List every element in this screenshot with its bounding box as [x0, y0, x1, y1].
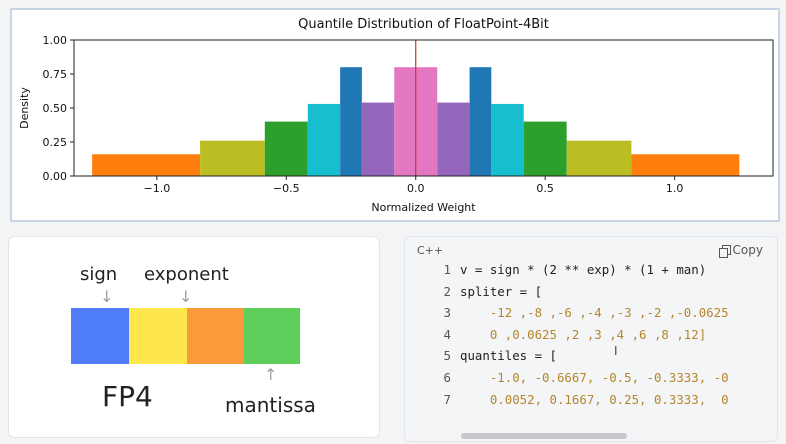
bar [307, 103, 341, 176]
bar [92, 154, 201, 176]
y-tick-label: 0.00 [43, 170, 68, 183]
line-number: 5 [443, 348, 451, 364]
code-line: 2 spliter = [ [405, 281, 777, 303]
code-line: 4 0 ,0.0625 ,2 ,3 ,4 ,6 ,8 ,12] [405, 324, 777, 346]
bar [469, 67, 492, 176]
copy-button[interactable]: Copy [718, 243, 763, 258]
chart-panel: Quantile Distribution of FloatPoint-4Bit… [10, 8, 780, 222]
sign-segment [71, 308, 129, 364]
line-number: 6 [443, 369, 451, 385]
y-tick-label: 0.50 [43, 102, 68, 115]
x-tick-label: −0.5 [273, 182, 300, 195]
code-lines: 1 v = sign * (2 ** exp) * (1 + man) 2 split… [405, 259, 777, 410]
copy-icon [718, 244, 731, 258]
x-tick-label: −1.0 [143, 182, 170, 195]
code-text: -12 ,-8 ,-6 ,-4 ,-3 ,-2 ,-0.0625 [460, 305, 729, 321]
code-text: 0.0052, 0.1667, 0.25, 0.3333, 0 [460, 391, 729, 407]
bar [437, 102, 470, 176]
code-text: 0 ,0.0625 ,2 ,3 ,4 ,6 ,8 ,12] [460, 326, 707, 342]
line-number: 7 [443, 391, 451, 407]
exponent-segment-2 [187, 308, 244, 364]
bar [340, 67, 362, 176]
x-tick-label: 1.0 [666, 182, 684, 195]
code-block: C++ Copy 1 v = sign * (2 ** exp) * (1 + m… [404, 236, 778, 442]
code-text: -1.0, -0.6667, -0.5, -0.3333, -0 [460, 369, 729, 385]
sign-label: sign [80, 264, 118, 285]
text-cursor-icon: I [614, 344, 618, 358]
y-axis-label: Density [18, 87, 31, 129]
code-language-label: C++ [417, 244, 444, 257]
mantissa-label: mantissa [225, 393, 316, 417]
x-axis-label: Normalized Weight [371, 201, 476, 214]
code-line: 3 -12 ,-8 ,-6 ,-4 ,-3 ,-2 ,-0.0625 [405, 302, 777, 324]
bar [631, 154, 740, 176]
code-line: 1 v = sign * (2 ** exp) * (1 + man) [405, 259, 777, 281]
bar [264, 121, 308, 176]
y-tick-label: 1.00 [43, 34, 68, 47]
quantile-chart: Quantile Distribution of FloatPoint-4Bit… [18, 17, 774, 214]
horizontal-scrollbar[interactable] [461, 433, 627, 439]
code-text: quantiles = [ [460, 348, 557, 364]
bar [361, 102, 395, 176]
fp4-title: FP4 [102, 380, 153, 413]
bar [491, 103, 524, 176]
line-number: 2 [443, 283, 451, 299]
sign-arrow-icon: ↓ [100, 287, 114, 306]
code-line: 6 -1.0, -0.6667, -0.5, -0.3333, -0 [405, 367, 777, 389]
line-number: 4 [443, 326, 451, 342]
code-text: v = sign * (2 ** exp) * (1 + man) [460, 262, 707, 277]
bar [200, 140, 265, 176]
exponent-segment-1 [129, 308, 187, 364]
exponent-arrow-icon: ↓ [179, 287, 193, 306]
mantissa-arrow-icon: ↑ [264, 365, 278, 384]
code-line: 7 0.0052, 0.1667, 0.25, 0.3333, 0 [405, 389, 777, 411]
code-text: spliter = [ [460, 283, 543, 299]
fp4-diagram-card: sign ↓ exponent ↓ ↑ FP4 mantissa [8, 236, 380, 438]
x-tick-label: 0.5 [536, 182, 554, 195]
x-tick-label: 0.0 [407, 182, 425, 195]
bar [523, 121, 567, 176]
code-line: 5 quantiles = [ [405, 345, 777, 367]
chart-title: Quantile Distribution of FloatPoint-4Bit [298, 17, 549, 32]
line-number: 3 [443, 305, 451, 321]
exponent-label: exponent [144, 264, 229, 285]
line-number: 1 [443, 262, 451, 277]
y-tick-label: 0.75 [43, 68, 68, 81]
y-tick-label: 0.25 [43, 136, 68, 149]
copy-button-label: Copy [732, 243, 763, 257]
bar [566, 140, 632, 176]
mantissa-segment [244, 308, 300, 364]
